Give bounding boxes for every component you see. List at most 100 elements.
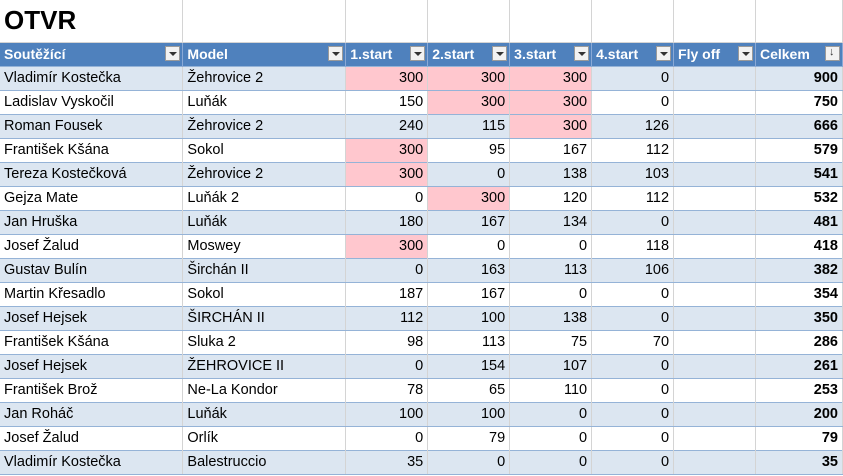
start2-cell[interactable]: 0: [427, 161, 511, 187]
competitor-cell[interactable]: František Kšána: [0, 138, 184, 162]
start4-cell[interactable]: 0: [591, 305, 675, 331]
competitor-cell[interactable]: Tereza Kostečková: [0, 161, 184, 187]
start4-cell[interactable]: 106: [591, 257, 675, 283]
model-cell[interactable]: Sokol: [182, 138, 347, 162]
start3-cell[interactable]: 0: [509, 401, 593, 427]
start3-cell[interactable]: 138: [509, 305, 593, 331]
header-cell[interactable]: 2.start: [427, 42, 511, 66]
start3-cell[interactable]: 167: [509, 138, 593, 162]
total-cell[interactable]: 579: [755, 138, 843, 162]
total-cell[interactable]: 350: [755, 305, 843, 331]
flyoff-cell[interactable]: [673, 90, 756, 114]
start1-cell[interactable]: 78: [345, 378, 429, 402]
total-cell[interactable]: 666: [755, 113, 843, 139]
start4-cell[interactable]: 112: [591, 138, 675, 162]
sort-descending-icon[interactable]: [825, 45, 840, 61]
start1-cell[interactable]: 100: [345, 401, 429, 427]
start2-cell[interactable]: 79: [427, 426, 511, 450]
start1-cell[interactable]: 112: [345, 305, 429, 331]
header-cell[interactable]: Soutěžící: [0, 42, 184, 66]
start4-cell[interactable]: 0: [591, 378, 675, 402]
header-cell[interactable]: 3.start: [509, 42, 593, 66]
start2-cell[interactable]: 163: [427, 257, 511, 283]
competitor-cell[interactable]: Gejza Mate: [0, 186, 184, 210]
start3-cell[interactable]: 0: [509, 234, 593, 258]
total-cell[interactable]: 481: [755, 209, 843, 235]
competitor-cell[interactable]: Josef Hejsek: [0, 305, 184, 331]
start3-cell[interactable]: 0: [509, 426, 593, 450]
model-cell[interactable]: Žehrovice 2: [182, 113, 347, 139]
start3-cell[interactable]: 107: [509, 353, 593, 379]
start3-cell[interactable]: 113: [509, 257, 593, 283]
total-cell[interactable]: 354: [755, 282, 843, 306]
competitor-cell[interactable]: Ladislav Vyskočil: [0, 90, 184, 114]
model-cell[interactable]: Širchán II: [182, 257, 347, 283]
flyoff-cell[interactable]: [673, 401, 756, 427]
start2-cell[interactable]: 167: [427, 282, 511, 306]
start4-cell[interactable]: 103: [591, 161, 675, 187]
flyoff-cell[interactable]: [673, 330, 756, 354]
header-cell[interactable]: Celkem: [755, 42, 843, 66]
start2-cell[interactable]: 115: [427, 113, 511, 139]
flyoff-cell[interactable]: [673, 113, 756, 139]
start3-cell[interactable]: 0: [509, 449, 593, 475]
model-cell[interactable]: Luňák: [182, 90, 347, 114]
start2-cell[interactable]: 65: [427, 378, 511, 402]
total-cell[interactable]: 382: [755, 257, 843, 283]
header-cell[interactable]: Fly off: [673, 42, 756, 66]
total-cell[interactable]: 418: [755, 234, 843, 258]
flyoff-cell[interactable]: [673, 186, 756, 210]
start2-cell[interactable]: 95: [427, 138, 511, 162]
start3-cell[interactable]: 75: [509, 330, 593, 354]
competitor-cell[interactable]: Jan Roháč: [0, 401, 184, 427]
empty-cell[interactable]: [673, 0, 756, 43]
model-cell[interactable]: Ne-La Kondor: [182, 378, 347, 402]
start2-cell[interactable]: 100: [427, 305, 511, 331]
start4-cell[interactable]: 0: [591, 209, 675, 235]
filter-dropdown-icon[interactable]: [492, 45, 508, 61]
competitor-cell[interactable]: František Kšána: [0, 330, 184, 354]
flyoff-cell[interactable]: [673, 449, 756, 475]
competitor-cell[interactable]: Gustav Bulín: [0, 257, 184, 283]
model-cell[interactable]: ŽEHROVICE II: [182, 353, 347, 379]
total-cell[interactable]: 286: [755, 330, 843, 354]
competitor-cell[interactable]: František Brož: [0, 378, 184, 402]
model-cell[interactable]: Luňák: [182, 401, 347, 427]
total-cell[interactable]: 261: [755, 353, 843, 379]
start4-cell[interactable]: 112: [591, 186, 675, 210]
flyoff-cell[interactable]: [673, 305, 756, 331]
start2-cell[interactable]: 113: [427, 330, 511, 354]
start4-cell[interactable]: 0: [591, 449, 675, 475]
total-cell[interactable]: 79: [755, 426, 843, 450]
empty-cell[interactable]: [591, 0, 675, 43]
model-cell[interactable]: Moswey: [182, 234, 347, 258]
competitor-cell[interactable]: Josef Žalud: [0, 234, 184, 258]
start1-cell[interactable]: 180: [345, 209, 429, 235]
start2-cell[interactable]: 0: [427, 234, 511, 258]
start3-cell[interactable]: 120: [509, 186, 593, 210]
start3-cell[interactable]: 300: [509, 65, 593, 91]
start1-cell[interactable]: 35: [345, 449, 429, 475]
start2-cell[interactable]: 300: [427, 90, 511, 114]
start1-cell[interactable]: 300: [345, 161, 429, 187]
total-cell[interactable]: 35: [755, 449, 843, 475]
model-cell[interactable]: Luňák: [182, 209, 347, 235]
start2-cell[interactable]: 167: [427, 209, 511, 235]
start1-cell[interactable]: 300: [345, 138, 429, 162]
start3-cell[interactable]: 300: [509, 113, 593, 139]
start4-cell[interactable]: 0: [591, 282, 675, 306]
start1-cell[interactable]: 0: [345, 426, 429, 450]
filter-dropdown-icon[interactable]: [410, 45, 426, 61]
start2-cell[interactable]: 0: [427, 449, 511, 475]
filter-dropdown-icon[interactable]: [737, 45, 753, 61]
start2-cell[interactable]: 300: [427, 186, 511, 210]
empty-cell[interactable]: [427, 0, 511, 43]
model-cell[interactable]: Orlík: [182, 426, 347, 450]
start3-cell[interactable]: 300: [509, 90, 593, 114]
start4-cell[interactable]: 0: [591, 426, 675, 450]
competitor-cell[interactable]: Josef Žalud: [0, 426, 184, 450]
flyoff-cell[interactable]: [673, 65, 756, 91]
start4-cell[interactable]: 0: [591, 90, 675, 114]
title-cell[interactable]: OTVR: [0, 0, 184, 43]
start4-cell[interactable]: 70: [591, 330, 675, 354]
